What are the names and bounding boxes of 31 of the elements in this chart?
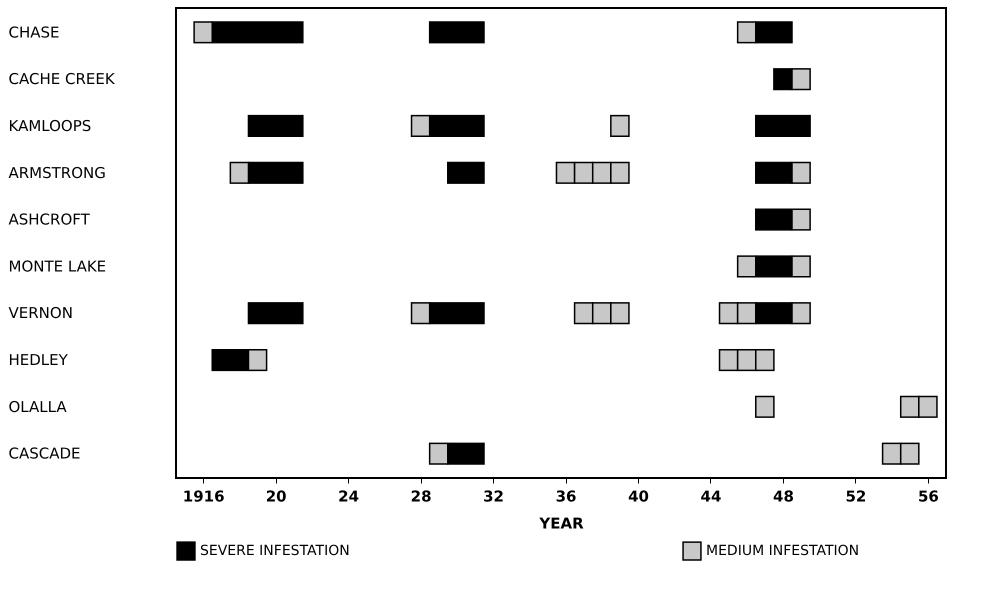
bar bbox=[755, 114, 811, 138]
legend-label: SEVERE INFESTATION bbox=[200, 543, 350, 560]
x-tick-label: 56 bbox=[918, 488, 939, 506]
x-tick-label: 52 bbox=[845, 488, 866, 506]
bar bbox=[248, 302, 304, 324]
x-tick-label: 36 bbox=[556, 488, 576, 506]
x-tick-label: 44 bbox=[700, 488, 722, 506]
y-tick-label: MONTE LAKE bbox=[8, 257, 106, 276]
legend-label: MEDIUM INFESTATION bbox=[706, 543, 860, 560]
bar bbox=[447, 162, 485, 184]
y-tick-label: HEDLEY bbox=[8, 351, 69, 370]
x-tick-label: 20 bbox=[266, 488, 287, 506]
x-axis-title: YEAR bbox=[538, 514, 584, 532]
x-tick-label: 40 bbox=[628, 488, 649, 506]
x-tick-label: 48 bbox=[773, 488, 794, 506]
y-tick-label: ARMSTRONG bbox=[8, 164, 106, 182]
bar bbox=[610, 114, 630, 138]
x-tick-label: 28 bbox=[410, 488, 432, 506]
y-tick-label: ASHCROFT bbox=[8, 210, 91, 229]
bar bbox=[755, 396, 775, 418]
x-tick-label: 24 bbox=[338, 488, 360, 506]
y-tick-label: KAMLOOPS bbox=[8, 116, 92, 135]
y-tick-label: CASCADE bbox=[8, 444, 81, 463]
bar bbox=[428, 21, 485, 44]
y-tick-label: CHASE bbox=[8, 23, 60, 42]
y-tick-label: CACHE CREEK bbox=[8, 70, 116, 88]
bar bbox=[248, 114, 304, 138]
y-tick-label: OLALLA bbox=[8, 398, 68, 416]
x-tick-label: 32 bbox=[483, 488, 504, 506]
x-tick-label: 1916 bbox=[182, 488, 225, 506]
y-tick-label: VERNON bbox=[8, 304, 73, 322]
